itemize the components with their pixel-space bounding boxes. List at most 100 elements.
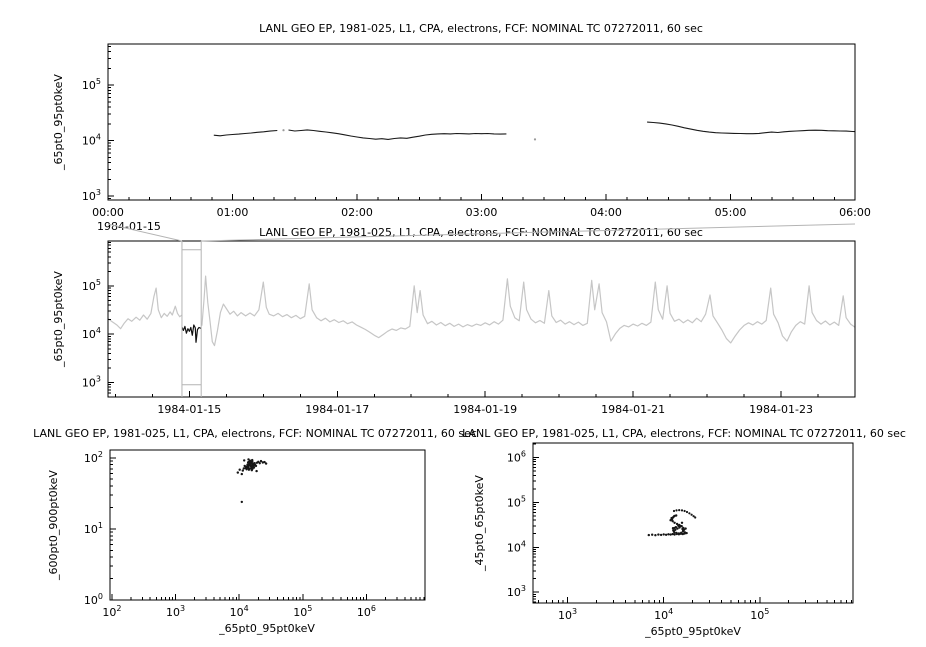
data-point [243,464,246,468]
scatter-45-65-tick-labels: 103 104 105 _65pt0_95pt0keV 103 104 105 106 [507,449,769,638]
data-point [681,532,684,536]
scatter-45-65-x-tick-label: 104 [654,607,673,622]
series-s-cluster [669,514,688,535]
overview-timeseries-tick-labels: 1984-01-15 1984-01-17 1984-01-19 1984-01-21… [82,278,813,416]
scatter-600-900-x-tick-label: 104 [230,604,249,619]
scatter-45-65-series [647,509,697,537]
zoom-timeseries-x-date-label: 1984-01-15 [97,220,161,233]
zoom-timeseries-x-tick-label: 02:00 [341,206,373,219]
data-point [247,458,250,461]
series-correlation-cluster [236,458,268,504]
data-point [242,467,245,470]
data-point [255,469,258,473]
zoom-region-box[interactable] [181,241,202,397]
data-point [678,524,682,527]
data-point [688,512,691,515]
scatter-45-65-y-tick-label: 104 [507,539,526,554]
overview-timeseries-y-tick-label: 103 [82,375,101,390]
series-segment-1b [288,129,507,140]
data-point [259,459,263,463]
data-point [673,531,676,534]
data-point [672,515,676,518]
data-point [258,462,261,465]
zoom-timeseries-x-tick-label: 00:00 [92,206,124,219]
series-baseline-trace [647,532,686,537]
data-point [683,532,686,535]
data-point [670,516,673,520]
zoom-connector-lines [107,223,856,242]
data-point [251,466,255,469]
data-point [675,522,679,526]
data-point [249,462,252,466]
scatter-600-900-plot-area[interactable] [110,450,425,600]
data-point [671,532,674,536]
series-overview-gray-before [108,287,183,330]
data-point [654,534,657,537]
scatter-45-65-x-tick-label: 103 [558,607,577,622]
data-point [282,129,285,132]
data-point [240,500,243,504]
data-point [245,466,248,470]
data-point [694,516,697,519]
series-segment-2 [647,121,855,135]
data-point [673,533,676,536]
scatter-600-900-series [236,458,268,504]
data-point [678,509,681,512]
zoom-timeseries-plot-area[interactable] [108,44,855,200]
data-point [681,528,685,531]
data-point [692,515,695,518]
data-point [236,471,239,474]
zoom-timeseries-x-tick-label: 06:00 [839,206,871,219]
data-point [672,529,675,532]
chart-scatter-600-900: LANL GEO EP, 1981-025, L1, CPA, electron… [33,427,477,635]
scatter-600-900-tick-labels: 102 103 104 105 106 _65pt0_95pt0keV 100 101 102 [84,450,376,635]
zoom-timeseries-y-tick-label: 103 [82,188,101,203]
scatter-45-65-plot-area[interactable] [533,443,853,603]
overview-timeseries-y-axis-label: _65pt0_95pt0keV [52,271,65,368]
overview-timeseries-frame [107,240,856,398]
zoom-timeseries-y-tick-label: 105 [82,77,101,92]
data-point [680,509,684,512]
data-point [680,521,684,524]
data-point [247,468,251,471]
scatter-600-900-y-axis-label: _600pt0_900pt0keV [47,470,60,581]
overview-timeseries-ticks [108,241,856,397]
overview-timeseries-x-tick-label: 1984-01-15 [157,403,221,416]
overview-timeseries-x-tick-label: 1984-01-19 [453,403,517,416]
data-point [533,138,537,141]
data-point [676,527,679,530]
data-point [667,533,670,536]
scatter-600-900-x-tick-label: 103 [166,604,185,619]
scatter-600-900-x-tick-label: 105 [293,604,312,619]
scatter-45-65-y-axis-label: _45pt0_65pt0keV [473,475,486,572]
data-point [251,458,254,462]
zoom-timeseries-title: LANL GEO EP, 1981-025, L1, CPA, electron… [259,22,703,35]
scatter-600-900-x-axis-label: _65pt0_95pt0keV [218,622,315,635]
series-segment-1a [213,129,278,137]
overview-timeseries-plot-area[interactable] [108,241,855,397]
data-point [675,514,678,517]
zoom-timeseries-series [213,121,855,141]
scatter-600-900-x-tick-label: 106 [357,604,376,619]
overview-timeseries-x-tick-label: 1984-01-23 [749,403,813,416]
data-point [243,459,246,462]
data-point [671,520,674,523]
data-point [669,519,672,522]
data-point [247,461,251,464]
overview-timeseries-x-tick-label: 1984-01-17 [305,403,369,416]
data-point [263,460,266,464]
data-point [252,462,255,465]
data-point [685,510,689,514]
data-point [647,533,650,537]
data-point [673,526,676,530]
scatter-45-65-ticks [533,443,852,603]
data-point [254,464,258,468]
scatter-45-65-x-tick-label: 105 [750,607,769,622]
scatter-600-900-frame [109,449,426,601]
scatter-45-65-y-tick-label: 105 [507,494,526,509]
overview-timeseries-y-tick-label: 104 [82,326,101,341]
data-point [651,533,654,536]
chart-zoom-timeseries: LANL GEO EP, 1981-025, L1, CPA, electron… [52,22,871,233]
